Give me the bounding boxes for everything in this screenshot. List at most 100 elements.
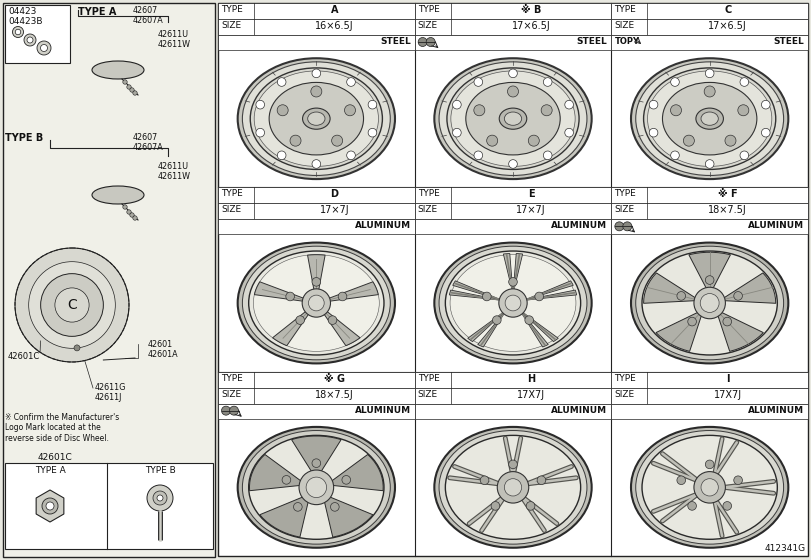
Circle shape [328,316,337,324]
Polygon shape [524,290,577,300]
Circle shape [474,78,483,86]
Circle shape [290,135,301,146]
Bar [611,203,808,220]
Text: 42601C: 42601C [8,352,41,361]
Circle shape [734,476,742,484]
Text: ※ F: ※ F [718,189,737,199]
Polygon shape [36,490,64,522]
Ellipse shape [307,112,325,125]
Ellipse shape [238,242,395,363]
Ellipse shape [466,82,560,155]
Circle shape [677,476,685,484]
Ellipse shape [439,246,587,360]
Circle shape [701,479,719,496]
Circle shape [508,160,517,169]
Circle shape [505,295,521,311]
Ellipse shape [249,435,384,539]
Text: TYPE B: TYPE B [144,466,175,475]
Text: ※ G: ※ G [324,374,345,384]
Text: TYPE: TYPE [615,189,636,198]
Text: 42601C: 42601C [37,453,72,462]
Bar [611,188,808,203]
Circle shape [671,78,680,86]
Bar [611,3,808,19]
Polygon shape [656,311,702,351]
Text: 17×7J: 17×7J [516,206,546,216]
Circle shape [157,495,163,501]
Circle shape [230,406,238,415]
Circle shape [688,502,697,510]
Text: 04423
04423B: 04423 04423B [8,7,42,26]
Text: TYPE: TYPE [221,5,242,14]
Ellipse shape [242,246,390,360]
Circle shape [528,135,539,146]
Ellipse shape [631,58,788,179]
Ellipse shape [435,242,592,363]
Text: 42607
42607A: 42607 42607A [133,6,164,25]
Circle shape [303,289,331,317]
Circle shape [256,100,264,109]
Circle shape [46,502,54,510]
Polygon shape [689,253,731,292]
Circle shape [130,213,134,217]
Circle shape [332,135,343,146]
Circle shape [42,498,58,514]
Polygon shape [453,281,502,300]
Bar [218,372,414,388]
Circle shape [130,88,134,92]
Bar [611,35,808,50]
Circle shape [296,316,304,324]
Text: 17X7J: 17X7J [517,390,545,400]
Circle shape [127,85,131,89]
Circle shape [474,151,483,160]
Bar [218,404,414,419]
Bar [414,3,611,19]
Circle shape [541,105,552,116]
Ellipse shape [92,61,144,79]
Circle shape [342,475,350,484]
Text: ALUMINUM: ALUMINUM [551,405,607,414]
Polygon shape [328,455,383,491]
Ellipse shape [253,255,380,351]
Text: 42601
42601A: 42601 42601A [148,340,178,360]
Circle shape [723,502,732,510]
Circle shape [122,205,127,209]
Ellipse shape [701,112,719,125]
Text: SIZE: SIZE [418,21,438,30]
Circle shape [41,274,103,337]
Circle shape [671,151,680,160]
Polygon shape [255,282,306,301]
Ellipse shape [445,435,581,539]
Circle shape [453,128,461,137]
Text: ※ B: ※ B [521,5,541,15]
Circle shape [12,26,24,38]
Ellipse shape [451,71,575,166]
Circle shape [706,160,714,169]
Circle shape [650,128,658,137]
Circle shape [734,292,742,300]
Text: 42611G
42611J: 42611G 42611J [95,383,127,403]
Bar [611,220,808,234]
Circle shape [312,69,320,78]
Circle shape [453,100,461,109]
Circle shape [147,485,173,511]
Ellipse shape [238,427,395,548]
Circle shape [543,78,552,86]
Text: 17X7J: 17X7J [714,390,742,400]
Bar [5,463,213,549]
Bar [611,388,808,404]
Circle shape [74,345,80,351]
Text: 18×7.5J: 18×7.5J [315,390,354,400]
Text: SIZE: SIZE [221,390,241,399]
Text: TYPE B: TYPE B [5,133,43,143]
Circle shape [133,91,137,95]
Text: C: C [724,5,732,15]
Text: C: C [67,298,77,312]
Circle shape [277,105,288,116]
Circle shape [294,502,303,511]
Ellipse shape [435,427,592,548]
Ellipse shape [636,246,783,360]
Ellipse shape [504,112,521,125]
Circle shape [285,292,294,301]
Ellipse shape [439,431,587,544]
